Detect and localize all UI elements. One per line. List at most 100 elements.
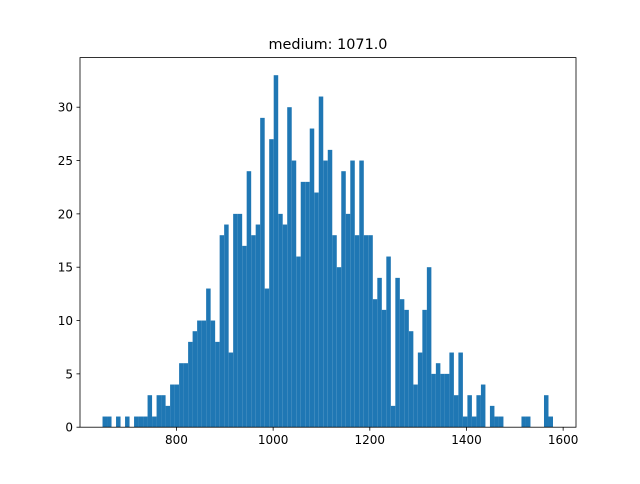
bar (143, 416, 148, 428)
bar (228, 352, 234, 428)
chart-title: medium: 1071.0 (269, 37, 388, 53)
bar (413, 384, 418, 428)
bar (260, 117, 265, 428)
bar (282, 224, 288, 428)
bar (116, 416, 121, 428)
bar (435, 363, 441, 428)
bar (183, 363, 189, 428)
x-tick-label: 1400 (451, 433, 482, 447)
y-tick-label: 0 (65, 421, 73, 435)
y-tick-label: 25 (58, 154, 73, 168)
bar (179, 363, 184, 428)
bar (462, 416, 468, 428)
bar (489, 405, 495, 428)
bar (269, 139, 274, 428)
bar (381, 309, 387, 428)
bar (368, 235, 373, 428)
bar (476, 395, 481, 428)
bar (453, 395, 459, 428)
bar (323, 160, 328, 428)
y-tick-label: 30 (58, 101, 73, 115)
bar (102, 416, 108, 428)
x-tick-label: 800 (165, 433, 188, 447)
bar (471, 416, 477, 428)
bar (525, 416, 531, 428)
bar (458, 352, 463, 428)
bar (215, 341, 220, 428)
bar (422, 309, 427, 428)
bar (219, 235, 225, 428)
bar (134, 416, 139, 428)
bar (273, 75, 279, 428)
bar (161, 395, 166, 428)
bar (224, 224, 229, 428)
bar (251, 235, 256, 428)
bar (107, 416, 112, 428)
bar (327, 149, 333, 428)
bar (156, 395, 162, 428)
bar (480, 384, 486, 428)
bar (174, 384, 180, 428)
bar (210, 320, 216, 428)
x-tick-label: 1000 (258, 433, 289, 447)
x-tick-label: 1600 (548, 433, 579, 447)
bar (332, 235, 337, 428)
axes-frame (79, 57, 577, 428)
bar (197, 320, 202, 428)
bar (264, 288, 270, 428)
bar (242, 245, 247, 428)
bar (309, 128, 315, 428)
bar (408, 331, 414, 428)
bar (449, 352, 454, 428)
bar (147, 395, 153, 428)
bar (494, 416, 499, 428)
bar (440, 373, 445, 428)
bar (296, 256, 301, 428)
bar (548, 416, 553, 428)
bar (543, 395, 549, 428)
bar (192, 331, 198, 428)
bar (305, 181, 310, 428)
bar (426, 267, 432, 428)
bar (125, 416, 130, 428)
bar (350, 160, 355, 428)
bar (377, 277, 382, 428)
bar (363, 235, 369, 428)
bar (444, 373, 450, 428)
bar (336, 267, 342, 428)
y-tick-label: 15 (58, 261, 73, 275)
bar (255, 224, 261, 428)
bar (237, 213, 243, 428)
bar (372, 299, 378, 428)
bar (152, 416, 157, 428)
bar (354, 235, 360, 428)
x-tick-label: 1200 (355, 433, 386, 447)
bar (318, 96, 324, 428)
bar (170, 384, 175, 428)
bar (521, 416, 526, 428)
bar (498, 416, 504, 428)
bar (188, 341, 193, 428)
bar (246, 171, 252, 428)
y-tick-label: 20 (58, 207, 73, 221)
bar (201, 320, 207, 428)
bar (314, 192, 319, 428)
bar (386, 256, 391, 428)
bar (431, 373, 436, 428)
bar (417, 352, 423, 428)
bar (287, 107, 292, 428)
bar (341, 171, 346, 428)
bar (395, 277, 400, 428)
bar (359, 160, 364, 428)
bar (399, 299, 405, 428)
bar (165, 405, 171, 428)
bar (390, 405, 396, 428)
bar (233, 213, 238, 428)
y-tick-label: 10 (58, 314, 73, 328)
plot-area (102, 75, 553, 428)
bar (291, 160, 297, 428)
bar (278, 213, 283, 428)
bar (300, 181, 306, 428)
